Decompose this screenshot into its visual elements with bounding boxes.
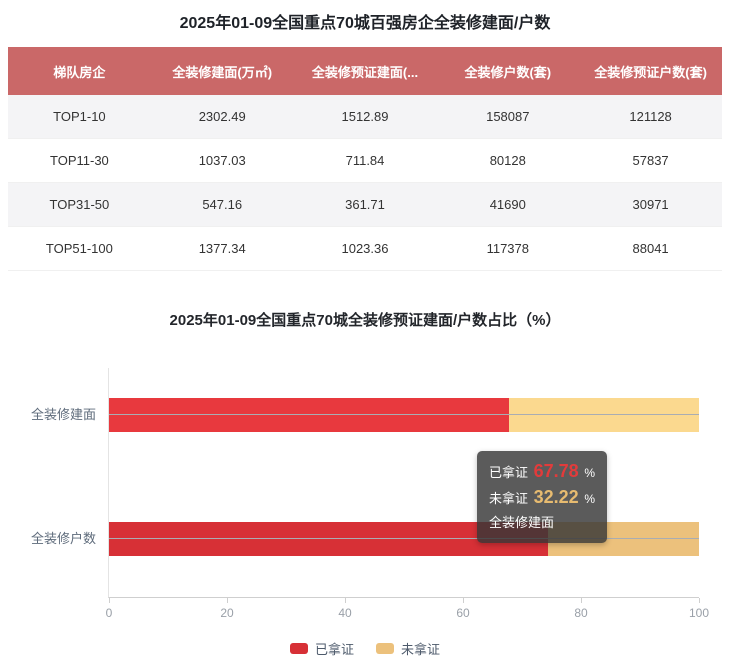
legend-swatch-icon <box>289 643 308 654</box>
table-row: TOP51-100 1377.34 1023.36 117378 88041 <box>8 227 722 271</box>
y-axis-label: 全装修建面 <box>30 407 96 422</box>
tooltip-label-licensed: 已拿证 <box>489 465 529 480</box>
x-axis-tick <box>227 598 228 603</box>
tooltip-unit-unlicensed: % <box>584 492 595 506</box>
table-cell: 158087 <box>486 109 530 124</box>
table-header-row: 梯队房企 全装修建面(万㎡) 全装修预证建面(... 全装修户数(套) 全装修预证户数(… <box>8 47 722 95</box>
table-cell: 57837 <box>632 153 669 168</box>
x-axis-tick <box>345 598 346 603</box>
stacked-bar-chart: 0 20 40 60 80 100 已拿证 未拿证 已拿证 67.78 % 未拿证 32.2… <box>0 340 730 665</box>
table-cell: 41690 <box>489 197 526 212</box>
tooltip-value-unlicensed: 32.22 <box>533 487 579 507</box>
table-cell: 711.84 <box>345 153 385 168</box>
category-gridline <box>109 414 699 415</box>
table-cell: 1512.89 <box>341 109 389 124</box>
table-cell: TOP31-50 <box>49 197 110 212</box>
x-axis-tick <box>109 598 110 603</box>
column-header-2: 全装修预证建面(... <box>311 64 419 80</box>
column-header-0: 梯队房企 <box>53 64 106 80</box>
table-cell: 547.16 <box>202 197 243 212</box>
tooltip-value-licensed: 67.78 <box>533 461 579 481</box>
x-axis-tick <box>699 598 700 603</box>
table-row: TOP11-30 1037.03 711.84 80128 57837 <box>8 139 722 183</box>
column-header-1: 全装修建面(万㎡) <box>172 64 273 80</box>
legend-swatch-icon <box>376 643 394 654</box>
table-cell: 2302.49 <box>198 109 246 124</box>
column-header-3: 全装修户数(套) <box>464 64 552 80</box>
x-axis-tick <box>463 598 464 603</box>
tooltip-label-unlicensed: 未拿证 <box>489 491 529 506</box>
chart-legend: 已拿证 未拿证 <box>0 639 730 658</box>
legend-item-已拿证[interactable]: 已拿证 <box>289 639 354 658</box>
table-title: 2025年01-09全国重点70城百强房企全装修建面/户数 <box>179 15 551 32</box>
tooltip-row-licensed: 已拿证 67.78 % <box>489 459 595 485</box>
bar-全装修建面[interactable] <box>109 398 699 432</box>
bar-全装修户数[interactable] <box>109 522 699 556</box>
tooltip-category-name: 全装修建面 <box>489 515 555 530</box>
bar-segment-已拿证[interactable] <box>109 398 509 432</box>
bar-segment-已拿证[interactable] <box>109 522 549 556</box>
x-axis-tick-label: 40 <box>338 606 352 620</box>
x-axis-tick-label: 80 <box>574 606 588 620</box>
tooltip-unit-licensed: % <box>584 466 595 480</box>
table-cell: 1377.34 <box>198 241 246 256</box>
chart-tooltip: 已拿证 67.78 % 未拿证 32.22 % 全装修建面 <box>477 451 607 543</box>
legend-item-未拿证[interactable]: 未拿证 <box>376 639 440 658</box>
data-table: 梯队房企 全装修建面(万㎡) 全装修预证建面(... 全装修户数(套) 全装修预证户数(… <box>8 47 722 271</box>
y-axis-label: 全装修户数 <box>30 531 96 546</box>
table-cell: 361.71 <box>345 197 385 212</box>
legend-label: 未拿证 <box>401 642 441 657</box>
bar-segment-未拿证[interactable] <box>508 398 699 432</box>
category-gridline <box>109 538 699 539</box>
chart-title: 2025年01-09全国重点70城全装修预证建面/户数占比（%） <box>169 312 561 329</box>
legend-label: 已拿证 <box>314 642 354 657</box>
table-cell: TOP1-10 <box>53 109 106 124</box>
x-axis-tick-label: 20 <box>220 606 234 620</box>
table-cell: 1023.36 <box>341 241 389 256</box>
table-cell: 121128 <box>629 109 672 124</box>
table-cell: 1037.03 <box>198 153 246 168</box>
column-header-4: 全装修预证户数(套) <box>594 64 707 80</box>
table-cell: 117378 <box>486 241 529 256</box>
table-cell: TOP11-30 <box>50 153 109 168</box>
x-axis-tick <box>581 598 582 603</box>
table-body: TOP1-10 2302.49 1512.89 158087 121128 TOP11-3… <box>8 95 722 271</box>
x-axis-tick-label: 0 <box>105 606 113 620</box>
table-cell: 30971 <box>632 197 669 212</box>
table-row: TOP1-10 2302.49 1512.89 158087 121128 <box>8 95 722 139</box>
x-axis-tick-label: 100 <box>688 606 710 620</box>
tooltip-row-unlicensed: 未拿证 32.22 % <box>489 485 595 511</box>
table-cell: 80128 <box>489 153 526 168</box>
plot-area: 0 20 40 60 80 100 <box>106 368 709 620</box>
table-row: TOP31-50 547.16 361.71 41690 30971 <box>8 183 722 227</box>
table-cell: TOP51-100 <box>45 241 113 256</box>
x-axis-tick-label: 60 <box>456 606 470 620</box>
table-cell: 88041 <box>632 241 669 256</box>
